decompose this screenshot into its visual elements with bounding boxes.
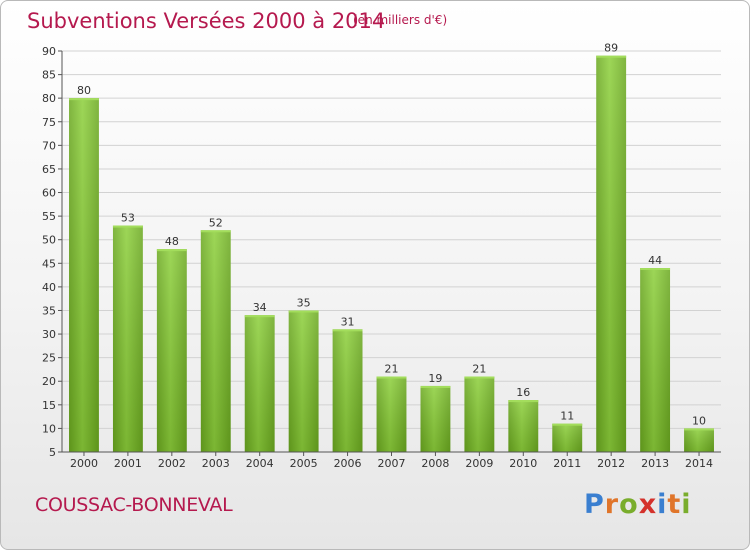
bar-shade-2013: [640, 268, 671, 452]
x-tick-label-2009: 2009: [465, 457, 493, 470]
bar-shade-2010: [508, 400, 539, 452]
data-label-2010: 16: [516, 386, 530, 399]
data-label-2007: 21: [385, 363, 399, 376]
bar-shade-2005: [288, 310, 319, 452]
y-tick-label: 20: [42, 375, 56, 388]
y-tick-label: 55: [42, 210, 56, 223]
x-tick-label-2010: 2010: [509, 457, 537, 470]
bars: 80 53 48 52 34 35 31 21 19 21 16 11 89 44 10: [69, 42, 714, 453]
chart-subtitle: (en milliers d'€): [353, 13, 448, 27]
axes: 5 10 15 20 25 30 35 40 45 50 55 60 65 70 75 80 85 90 2000 2…: [42, 45, 721, 470]
bar-cap-2006: [332, 329, 363, 332]
y-tick-label: 65: [42, 163, 56, 176]
bar-cap-2010: [508, 400, 539, 403]
x-tick-label-2003: 2003: [202, 457, 230, 470]
data-label-2009: 21: [472, 363, 486, 376]
x-tick-label-2001: 2001: [114, 457, 142, 470]
bar-shade-2009: [464, 376, 495, 452]
data-label-2003: 52: [209, 216, 223, 229]
bar-cap-2008: [420, 385, 451, 388]
y-tick-label: 30: [42, 328, 56, 341]
y-tick-label: 75: [42, 116, 56, 129]
x-tick-label-2008: 2008: [421, 457, 449, 470]
bar-shade-2008: [420, 385, 451, 452]
data-label-2008: 19: [428, 372, 442, 385]
bar-shade-2014: [684, 428, 714, 452]
y-tick-label: 40: [42, 281, 56, 294]
x-tick-label-2012: 2012: [597, 457, 625, 470]
y-tick-label: 70: [42, 139, 56, 152]
bar-shade-2011: [552, 423, 583, 452]
x-tick-label-2007: 2007: [378, 457, 406, 470]
bar-cap-2005: [288, 310, 319, 313]
x-tick-label-2005: 2005: [290, 457, 318, 470]
y-tick-label: 90: [42, 45, 56, 58]
y-tick-label: 10: [42, 422, 56, 435]
x-tick-label-2002: 2002: [158, 457, 186, 470]
x-tick-label-2013: 2013: [641, 457, 669, 470]
bar-cap-2014: [684, 428, 714, 431]
data-label-2005: 35: [297, 296, 311, 309]
data-label-2013: 44: [648, 254, 662, 267]
bar-shade-2003: [200, 230, 231, 452]
bar-cap-2012: [596, 55, 627, 58]
bar-shade-2002: [156, 249, 187, 452]
x-tick-label-2006: 2006: [334, 457, 362, 470]
bar-shade-2001: [112, 225, 143, 452]
y-tick-label: 15: [42, 399, 56, 412]
data-label-2001: 53: [121, 212, 135, 225]
data-label-2000: 80: [77, 84, 91, 97]
bar-cap-2013: [640, 268, 671, 271]
x-tick-label-2014: 2014: [685, 457, 713, 470]
bar-shade-2012: [596, 55, 627, 452]
chart-title: Subventions Versées 2000 à 2014: [27, 9, 386, 33]
y-tick-label: 35: [42, 304, 56, 317]
bar-cap-2001: [112, 225, 143, 228]
y-tick-label: 80: [42, 92, 56, 105]
y-tick-label: 50: [42, 234, 56, 247]
bar-shade-2004: [244, 315, 275, 452]
bar-cap-2003: [200, 230, 231, 233]
bar-cap-2002: [156, 249, 187, 252]
y-tick-label: 5: [49, 446, 56, 459]
x-tick-label-2011: 2011: [553, 457, 581, 470]
data-label-2006: 31: [341, 315, 355, 328]
bar-shade-2007: [376, 376, 407, 452]
x-tick-label-2000: 2000: [70, 457, 98, 470]
data-label-2002: 48: [165, 235, 179, 248]
data-label-2012: 89: [604, 42, 618, 55]
bar-cap-2000: [69, 98, 99, 101]
bar-cap-2004: [244, 315, 275, 318]
proxiti-logo: Proxiti: [584, 489, 692, 520]
y-tick-label: 45: [42, 257, 56, 270]
data-label-2004: 34: [253, 301, 267, 314]
y-tick-label: 60: [42, 187, 56, 200]
data-label-2014: 10: [692, 414, 706, 427]
bar-cap-2009: [464, 376, 495, 379]
bar-shade-2006: [332, 329, 363, 452]
y-tick-label: 25: [42, 352, 56, 365]
commune-name: COUSSAC-BONNEVAL: [35, 494, 233, 516]
bar-cap-2011: [552, 423, 583, 426]
y-tick-label: 85: [42, 69, 56, 82]
x-tick-label-2004: 2004: [246, 457, 274, 470]
data-label-2011: 11: [560, 410, 574, 423]
bar-cap-2007: [376, 376, 407, 379]
bar-shade-2000: [69, 98, 99, 453]
